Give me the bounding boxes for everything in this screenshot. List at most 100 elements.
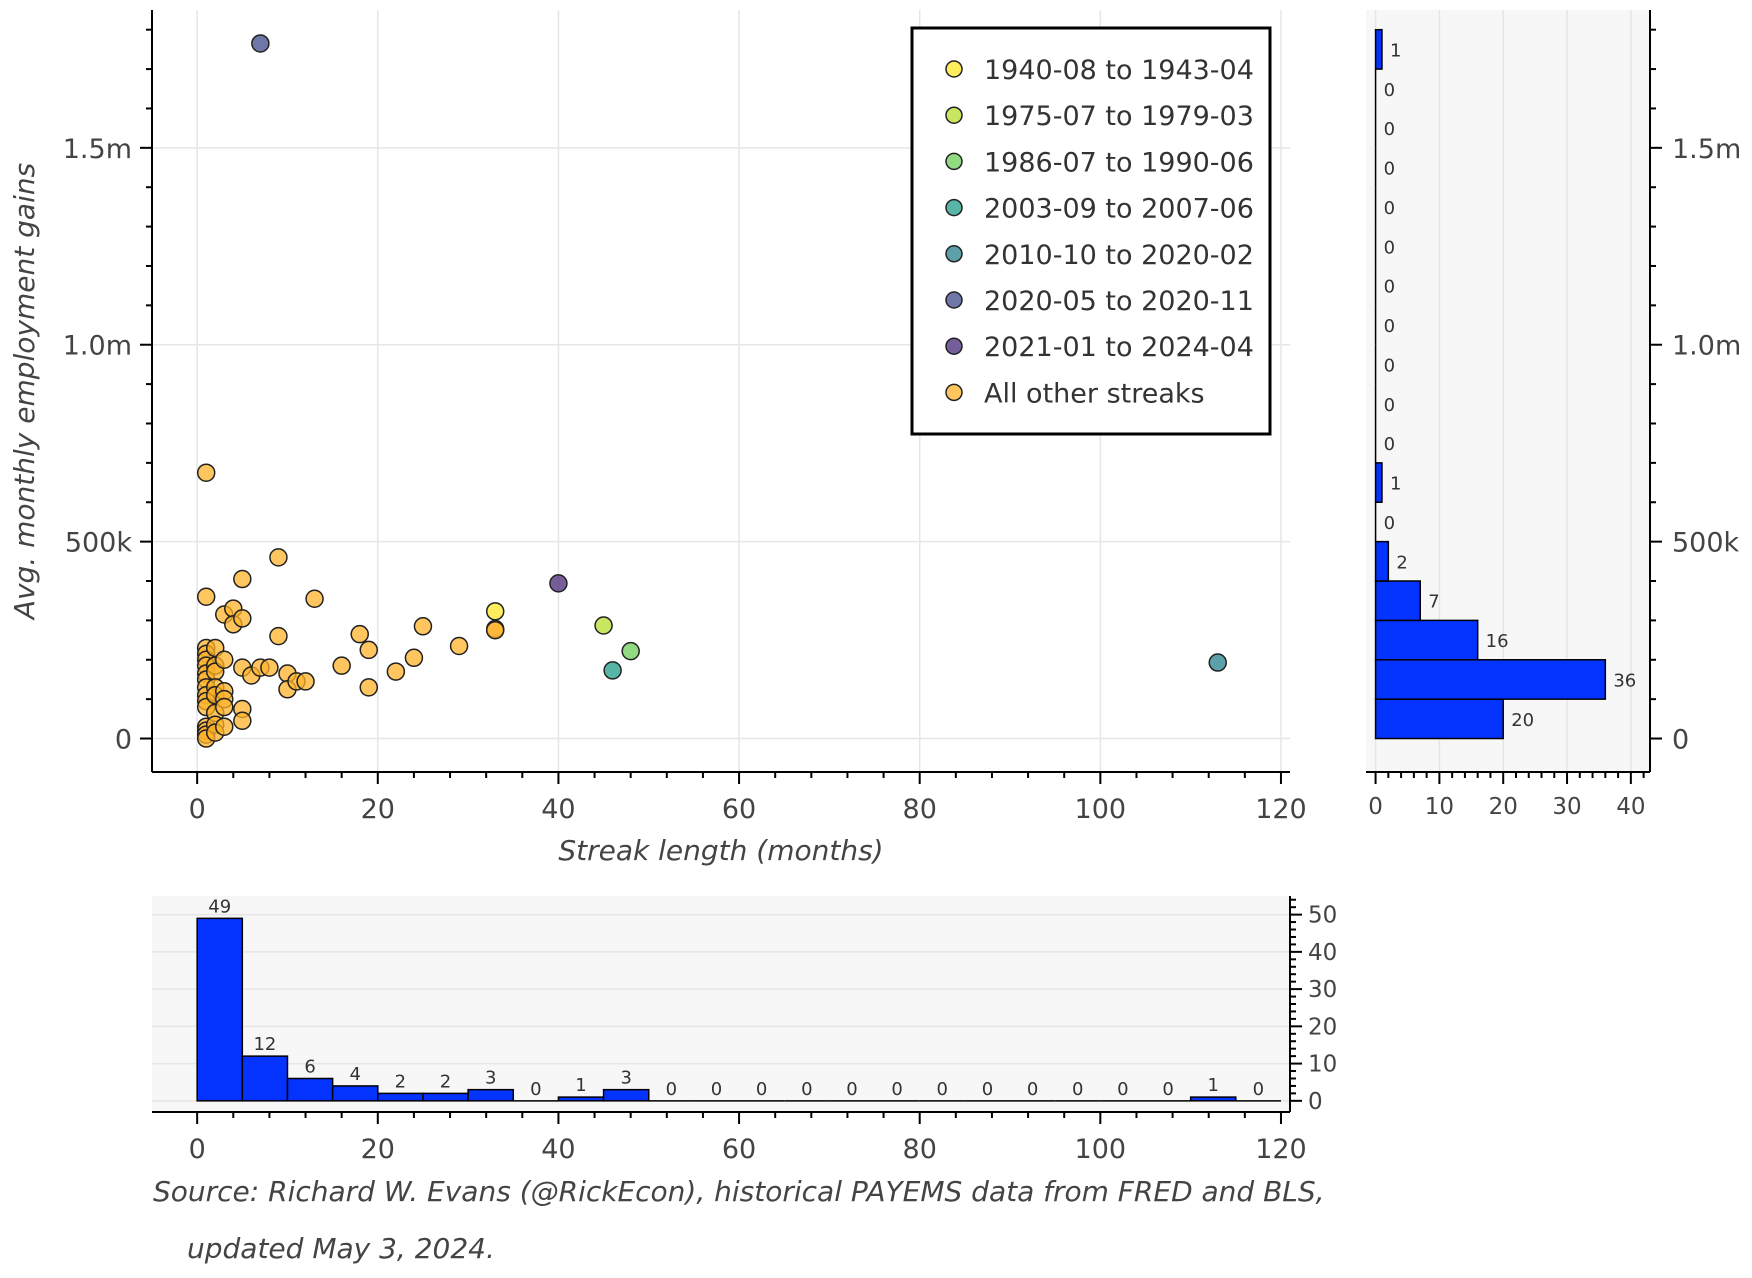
scatter-x-tick-label: 0 <box>189 794 206 825</box>
bottom-hist-bar-label: 0 <box>711 1079 722 1100</box>
bottom-hist-y-tick-label: 40 <box>1308 940 1337 966</box>
legend-label: 2020-05 to 2020-11 <box>984 286 1254 317</box>
bottom-hist-bar <box>377 1092 424 1102</box>
bottom-hist-bar <box>422 1092 469 1102</box>
bottom-hist-bar-label: 0 <box>756 1079 767 1100</box>
legend-label: 1940-08 to 1943-04 <box>984 55 1254 86</box>
right-hist-bar-label: 36 <box>1613 670 1636 691</box>
bottom-hist-bar-label: 1 <box>575 1075 586 1096</box>
scatter-legend: 1940-08 to 1943-04 1975-07 to 1979-03 1986… <box>910 26 1272 436</box>
scatter-point <box>594 616 613 635</box>
right-hist-bar-label: 0 <box>1384 198 1395 219</box>
scatter-y-tick-label: 500k <box>65 528 133 559</box>
scatter-series <box>549 574 568 593</box>
right-hist-bar-label: 7 <box>1428 592 1439 613</box>
source-note-line2: updated May 3, 2024. <box>187 1232 495 1265</box>
bottom-hist-bar-label: 0 <box>1162 1079 1173 1100</box>
scatter-x-tick-label: 80 <box>903 794 937 825</box>
right-hist-y-tick-label: 0 <box>1672 725 1689 756</box>
bottom-hist-bar-label: 12 <box>253 1034 276 1055</box>
right-hist-bar-label: 0 <box>1384 119 1395 140</box>
right-hist-bar-label: 0 <box>1384 316 1395 337</box>
scatter-point <box>449 636 469 656</box>
scatter-point <box>296 672 315 691</box>
bottom-hist-bar <box>331 1085 379 1102</box>
scatter-series <box>603 661 622 680</box>
right-hist-bar-label: 0 <box>1384 355 1395 376</box>
scatter-point <box>215 717 234 736</box>
right-hist-x-tick-label: 30 <box>1552 794 1581 820</box>
scatter-point <box>215 650 234 670</box>
bottom-hist-plot-area <box>152 896 1290 1112</box>
right-hist-bar <box>1374 462 1383 503</box>
scatter-x-tick-label: 120 <box>1255 794 1307 825</box>
legend-marker <box>945 152 963 171</box>
right-hist-bar-label: 1 <box>1390 474 1401 495</box>
scatter-point <box>215 697 234 717</box>
scatter-point <box>269 626 288 646</box>
scatter-point <box>485 620 505 640</box>
scatter-y-tick-label: 1.0m <box>63 331 132 362</box>
legend-marker <box>945 291 963 309</box>
bottom-hist-x-tick-label: 40 <box>541 1134 575 1165</box>
bottom-hist-bar-label: 49 <box>208 896 231 917</box>
scatter-point <box>269 548 288 567</box>
bottom-hist-bar-label: 2 <box>395 1071 406 1092</box>
right-hist-bar-label: 16 <box>1486 631 1509 652</box>
scatter-point <box>386 662 406 681</box>
bottom-hist-bar-label: 2 <box>440 1071 451 1092</box>
bottom-hist-x-tick-label: 100 <box>1075 1134 1127 1165</box>
bottom-hist-bar <box>286 1077 334 1102</box>
bottom-hist-y-tick-label: 20 <box>1308 1014 1337 1040</box>
legend-marker <box>945 337 963 355</box>
scatter-point <box>485 602 505 621</box>
right-hist-bar <box>1374 659 1607 700</box>
legend-label: 2021-01 to 2024-04 <box>984 332 1254 363</box>
right-hist-bar <box>1374 619 1479 661</box>
right-hist-bar <box>1374 580 1421 622</box>
right-hist-x-tick-label: 20 <box>1489 794 1518 820</box>
scatter-point <box>233 711 252 731</box>
scatter-point <box>196 587 216 607</box>
scatter-y-tick-label: 0 <box>115 725 132 756</box>
bottom-hist-bar-label: 0 <box>530 1079 541 1100</box>
right-hist-bar-label: 0 <box>1384 434 1395 455</box>
source-note-line1: Source: Richard W. Evans (@RickEcon), hi… <box>153 1175 1325 1208</box>
bottom-hist-y-tick-label: 0 <box>1308 1089 1323 1115</box>
right-hist-y-tick-label: 1.5m <box>1672 134 1741 165</box>
bottom-hist-bar-label: 0 <box>666 1079 677 1100</box>
scatter-point <box>233 609 252 628</box>
scatter-x-tick-label: 20 <box>361 794 395 825</box>
bottom-hist-x-tick-label: 80 <box>903 1134 937 1165</box>
scatter-y-tick-label: 1.5m <box>63 134 132 165</box>
right-hist-bar <box>1374 698 1504 740</box>
right-hist-bar-label: 0 <box>1384 159 1395 180</box>
bottom-hist-x-tick-label: 20 <box>361 1134 395 1165</box>
scatter-y-axis-label: Avg. monthly employment gains <box>8 163 41 621</box>
legend-marker <box>945 106 963 124</box>
scatter-series <box>1208 653 1227 672</box>
right-hist-bar <box>1374 540 1390 582</box>
scatter-x-tick-label: 40 <box>541 794 575 825</box>
scatter-point <box>404 648 424 668</box>
bottom-hist-x-tick-label: 60 <box>722 1134 756 1165</box>
bottom-hist-y-tick-label: 50 <box>1308 903 1337 929</box>
bottom-hist-bar-label: 3 <box>620 1068 631 1089</box>
scatter-point <box>196 463 216 482</box>
bottom-hist-x-tick-label: 120 <box>1255 1134 1307 1165</box>
bottom-hist-y-tick-label: 10 <box>1308 1052 1337 1078</box>
right-hist-x-tick-label: 40 <box>1616 794 1645 820</box>
bottom-hist-bar-label: 1 <box>1208 1075 1219 1096</box>
scatter-point <box>260 658 279 677</box>
right-hist-bar-label: 0 <box>1384 277 1395 298</box>
right-histogram-panel: 0 10 20 30 400500k1.0m1.5m203616720100000000… <box>1366 10 1741 820</box>
scatter-series <box>621 641 640 661</box>
bottom-hist-bar-label: 0 <box>801 1079 812 1100</box>
bottom-hist-bar-label: 0 <box>1253 1079 1264 1100</box>
legend-marker <box>945 60 963 78</box>
scatter-panel: 0 20 40 60 80 100 120 0 500k 1.0m 1.5m Streak lengt… <box>8 10 1307 867</box>
right-hist-x-tick-label: 10 <box>1425 794 1454 820</box>
scatter-point <box>305 589 324 608</box>
scatter-x-axis-label: Streak length (months) <box>558 834 883 867</box>
